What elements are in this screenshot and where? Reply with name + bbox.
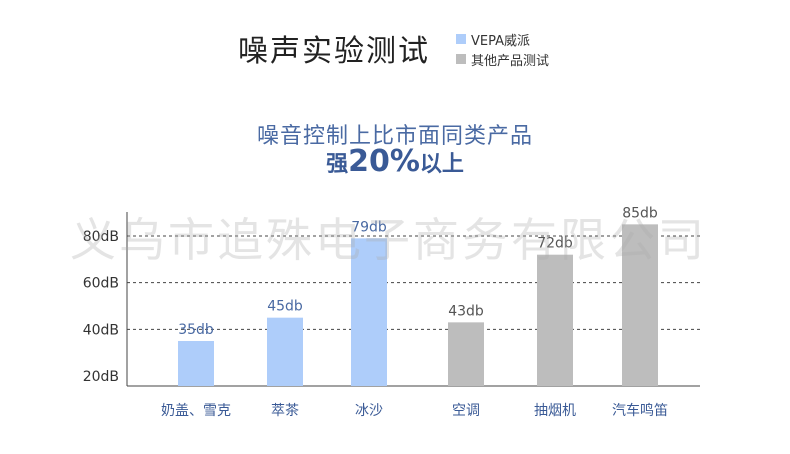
y-tick-label: 20dB: [83, 369, 119, 385]
y-tick-label: 40dB: [83, 322, 119, 338]
legend-item-vepa: VEPA威派: [456, 30, 549, 49]
bar-value-label: 72db: [537, 236, 573, 252]
x-category-label: 空调: [452, 403, 480, 419]
bar-冰沙: [351, 238, 387, 386]
bar-value-label: 79db: [351, 219, 387, 235]
legend: VEPA威派 其他产品测试: [456, 30, 549, 70]
bar-value-label: 45db: [267, 299, 303, 315]
subtitle-percent: 20%: [348, 144, 420, 179]
bar-抽烟机: [537, 254, 573, 386]
x-category-label: 萃茶: [271, 403, 299, 419]
y-tick-label: 60dB: [83, 276, 119, 292]
x-category-label: 抽烟机: [534, 403, 576, 419]
subtitle-prefix: 强: [326, 152, 349, 177]
subtitle-line2: 强20%以上: [0, 144, 790, 179]
y-tick-label: 80dB: [83, 229, 119, 245]
subtitle-suffix: 以上: [419, 152, 464, 177]
legend-swatch-vepa: [456, 34, 466, 44]
legend-swatch-other: [456, 54, 466, 64]
bar-value-label: 35db: [178, 322, 214, 338]
bar-value-label: 43db: [448, 303, 484, 319]
legend-label-other: 其他产品测试: [471, 53, 550, 69]
bar-汽车鸣笛: [622, 224, 658, 386]
page-title: 噪声实验测试: [238, 34, 430, 69]
x-category-label: 冰沙: [355, 403, 383, 419]
x-category-label: 汽车鸣笛: [612, 402, 668, 419]
bar-萃茶: [267, 317, 303, 386]
x-category-label: 奶盖、雪克: [161, 403, 231, 419]
bar-奶盖、雪克: [178, 341, 214, 386]
legend-label-vepa: VEPA威派: [471, 33, 531, 49]
legend-item-other: 其他产品测试: [456, 50, 550, 69]
subtitle-line1: 噪音控制上比市面同类产品: [256, 124, 533, 149]
company-watermark: 义乌市追殊电子商务有限公司: [70, 213, 707, 267]
bar-空调: [448, 322, 484, 386]
bar-value-label: 85db: [622, 205, 658, 221]
